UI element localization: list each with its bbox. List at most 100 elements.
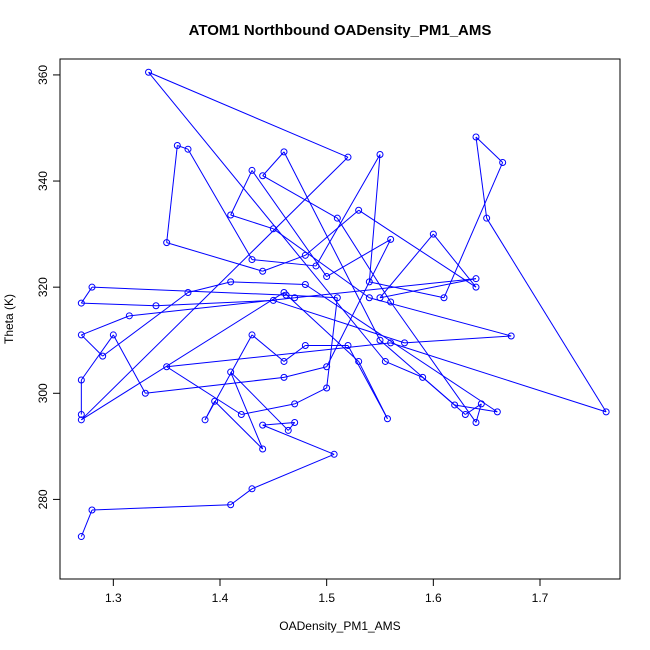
series-line-segment <box>251 453 335 490</box>
series-line-segment <box>486 217 607 413</box>
data-point <box>259 267 267 275</box>
series-line-segment <box>390 301 477 423</box>
series-line-segment <box>286 294 338 299</box>
x-tick-label: 1.4 <box>212 591 229 605</box>
data-point <box>291 418 299 426</box>
data-point <box>387 339 395 347</box>
data-point <box>301 251 309 259</box>
data-point <box>269 296 277 304</box>
series-line-segment <box>262 424 335 455</box>
series-line-segment <box>80 334 114 381</box>
series-line-segment <box>273 228 370 299</box>
data-point <box>77 416 85 424</box>
data-point <box>77 376 85 384</box>
data-point <box>109 331 117 339</box>
data-point <box>483 214 491 222</box>
series-line-segment <box>81 302 157 307</box>
data-point <box>248 485 256 493</box>
data-point <box>355 206 363 214</box>
series-line-segment <box>283 151 381 341</box>
series-line-segment <box>379 339 455 406</box>
data-point <box>163 363 171 371</box>
data-point <box>99 352 107 360</box>
data-point <box>237 411 245 419</box>
data-point <box>472 133 480 141</box>
data-point <box>602 408 610 416</box>
series-line-segment <box>81 315 130 336</box>
series-line-segment <box>454 404 498 413</box>
series-line-segment <box>251 170 328 277</box>
series-line-segment <box>326 297 338 389</box>
series-line-segment <box>262 421 295 426</box>
data-point <box>429 230 437 238</box>
data-point <box>163 239 171 247</box>
series-line-segment <box>369 281 445 299</box>
data-point <box>227 211 235 219</box>
series-line-segment <box>305 284 498 413</box>
series-line-segment <box>230 371 264 450</box>
series-line-segment <box>112 334 146 394</box>
data-point <box>211 397 219 405</box>
series-line-segment <box>305 209 359 256</box>
series-line-segment <box>80 334 104 357</box>
data-point <box>493 408 501 416</box>
data-point <box>507 332 515 340</box>
data-point <box>184 145 192 153</box>
x-tick-label: 1.7 <box>532 591 549 605</box>
data-point <box>461 411 469 419</box>
series-line-segment <box>166 145 178 243</box>
data-point <box>280 148 288 156</box>
y-axis-label: Theta (K) <box>2 294 16 344</box>
data-point <box>248 256 256 264</box>
data-point <box>323 384 331 392</box>
data-point <box>227 501 235 509</box>
data-point <box>301 342 309 350</box>
data-point <box>259 445 267 453</box>
data-point <box>282 291 290 299</box>
data-point <box>280 357 288 365</box>
series-line-segment <box>287 422 296 431</box>
series-line-segment <box>91 286 287 296</box>
data-point <box>333 294 341 302</box>
data-point <box>77 411 85 419</box>
series-line-segment <box>283 292 360 362</box>
y-tick-label: 360 <box>36 65 50 85</box>
series-line-segment <box>326 238 391 277</box>
series-line-segment <box>336 217 392 303</box>
data-point <box>383 415 391 423</box>
series-line-segment <box>379 278 477 299</box>
series-line-segment <box>230 281 306 286</box>
x-tick-label: 1.6 <box>425 591 442 605</box>
series-line-segment <box>475 136 504 163</box>
series-line-segment <box>80 509 93 537</box>
y-axis: 280 300 320 340 360 <box>36 65 61 509</box>
data-point <box>259 421 267 429</box>
series-line-segment <box>187 281 231 293</box>
data-point <box>440 294 448 302</box>
data-point <box>333 214 341 222</box>
series-line-segment <box>385 360 423 378</box>
series-line-segment <box>81 292 285 421</box>
series-line-segment <box>166 242 263 272</box>
series-line-segment <box>166 342 391 368</box>
series-line-segment <box>294 278 477 299</box>
data-point <box>284 426 292 434</box>
series-line-segment <box>241 403 295 416</box>
y-tick-label: 340 <box>36 171 50 191</box>
data-point <box>152 302 160 310</box>
series-line-segment <box>102 292 189 357</box>
x-axis: 1.3 1.4 1.5 1.6 1.7 <box>105 578 549 605</box>
series-line-segment <box>148 71 349 158</box>
y-tick-label: 320 <box>36 277 50 297</box>
series-line-segment <box>358 361 388 419</box>
data-point <box>472 418 480 426</box>
data-point <box>88 506 96 514</box>
data-point <box>344 342 352 350</box>
series-line-segment <box>262 254 306 272</box>
data-point <box>227 368 235 376</box>
data-point <box>344 153 352 161</box>
data-point <box>291 294 299 302</box>
series-line-segment <box>326 239 392 367</box>
